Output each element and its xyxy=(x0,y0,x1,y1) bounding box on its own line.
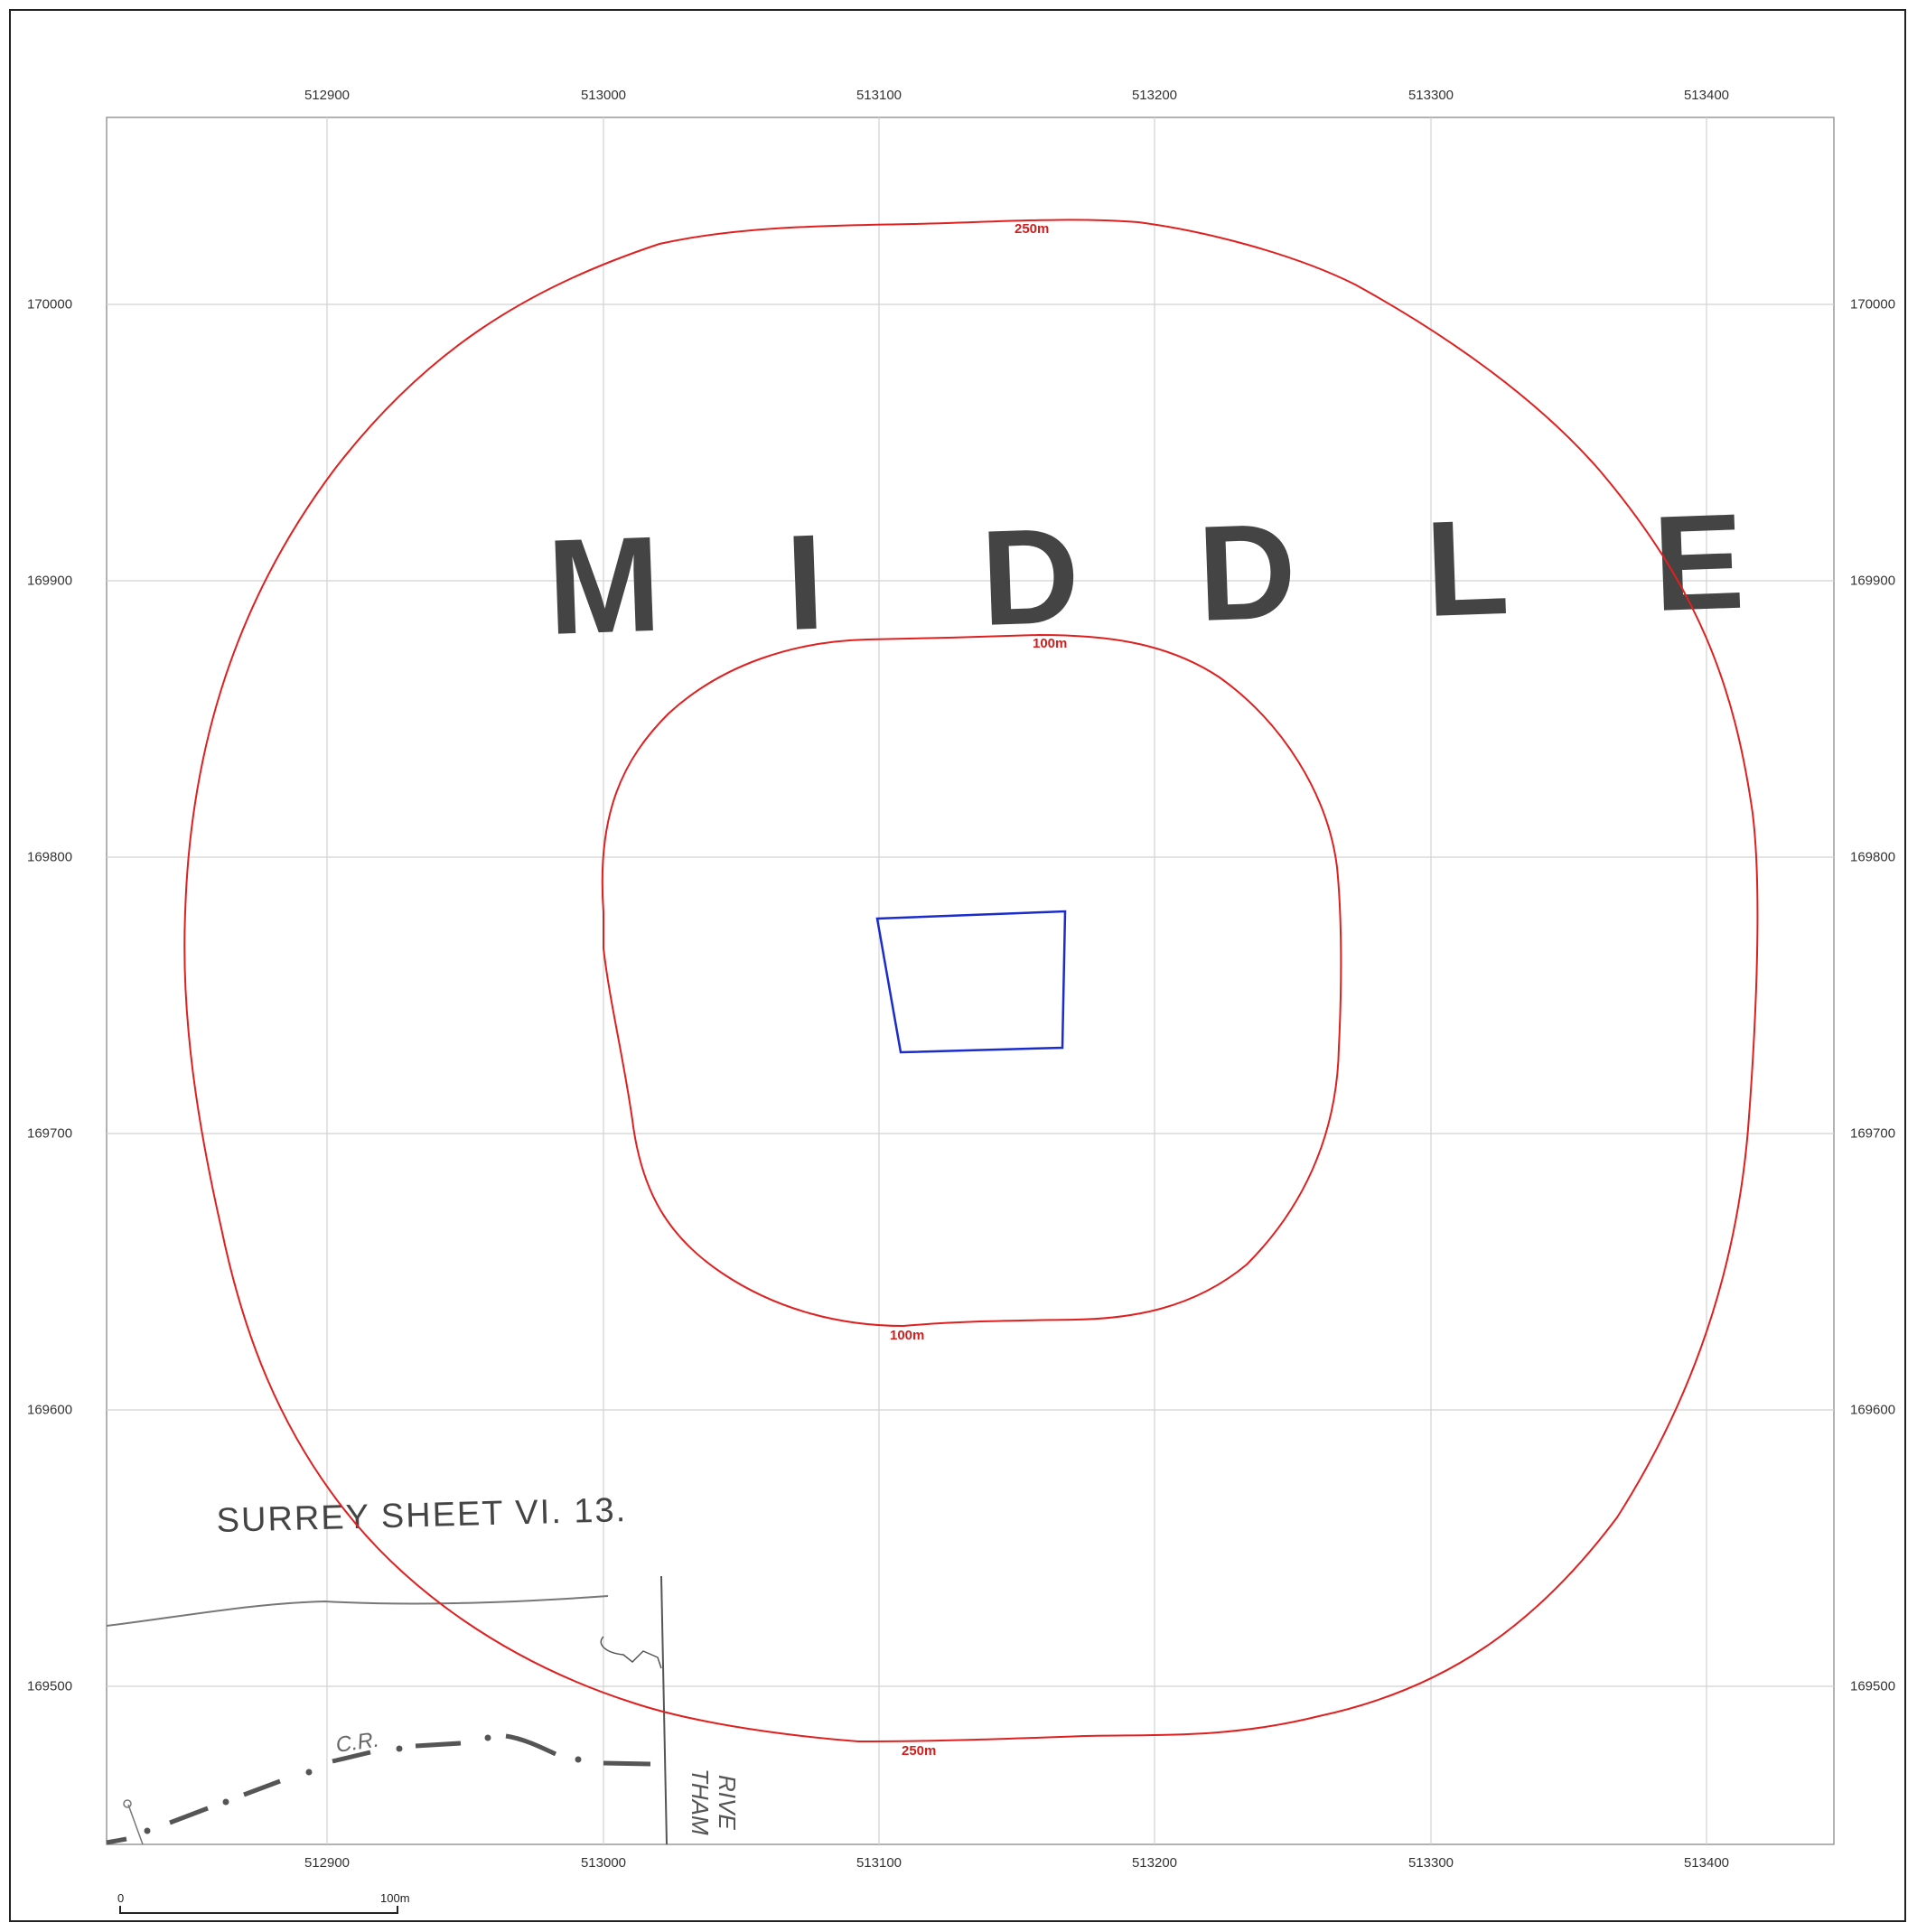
river-label: RIVE THAM xyxy=(687,1769,741,1835)
easting-label-top: 512900 xyxy=(304,88,351,103)
river-label-line1: RIVE xyxy=(714,1775,741,1830)
buffer-labels: 250m 100m 100m 250m xyxy=(890,221,1067,1759)
easting-label-top: 513000 xyxy=(580,88,627,103)
northing-label-right: 170000 xyxy=(1850,296,1896,313)
cr-label: C.R. xyxy=(334,1728,380,1758)
county-boundary-dots xyxy=(144,1734,582,1834)
map-border xyxy=(106,117,1835,1845)
scale-bar-start-label: 0 xyxy=(117,1891,124,1905)
buffer-label-outer-top: 250m xyxy=(1015,221,1049,237)
site-boundary xyxy=(875,910,1067,1054)
road-line xyxy=(106,1595,609,1627)
northing-label-right: 169500 xyxy=(1850,1678,1896,1694)
buffer-100m-outline xyxy=(601,633,1342,1328)
northing-label-right: 169900 xyxy=(1850,573,1896,589)
scale-bar-end-label: 100m xyxy=(380,1891,410,1905)
northing-label-left: 169900 xyxy=(27,573,73,589)
river-label-line2: THAM xyxy=(687,1769,714,1835)
basemap-features xyxy=(106,1575,668,1845)
sheet-label: SURREY SHEET VI. 13. xyxy=(216,1491,628,1540)
easting-label-bottom: 513200 xyxy=(1131,1855,1178,1871)
northing-label-left: 169600 xyxy=(27,1402,73,1418)
middle-letter: M xyxy=(545,508,663,663)
river-bank-line xyxy=(660,1575,668,1845)
scale-bar: 0 100m xyxy=(117,1891,410,1914)
easting-label-top: 513400 xyxy=(1683,88,1730,103)
easting-label-top: 513100 xyxy=(856,88,902,103)
buffer-label-outer-bottom: 250m xyxy=(902,1743,936,1759)
easting-label-bottom: 513300 xyxy=(1407,1855,1454,1871)
northing-label-left: 169800 xyxy=(27,849,73,865)
boundary-post xyxy=(123,1799,144,1845)
northing-label-right: 169700 xyxy=(1850,1125,1896,1142)
grid-lines xyxy=(107,117,1834,1844)
northing-label-right: 169800 xyxy=(1850,849,1896,865)
easting-label-bottom: 513100 xyxy=(856,1855,902,1871)
northing-label-right: 169600 xyxy=(1850,1402,1896,1418)
building-outline xyxy=(600,1636,662,1669)
map-frame xyxy=(9,9,1906,1922)
easting-label-bottom: 513400 xyxy=(1683,1855,1730,1871)
middle-letter: D xyxy=(1195,494,1298,649)
middle-letter: D xyxy=(978,499,1081,654)
middle-label: M I D D L E xyxy=(545,485,1746,663)
northing-label-left: 169500 xyxy=(27,1678,73,1694)
middle-letter: L xyxy=(1423,490,1510,645)
easting-label-top: 513300 xyxy=(1407,88,1454,103)
easting-label-top: 513200 xyxy=(1131,88,1178,103)
northing-label-left: 170000 xyxy=(27,296,73,313)
easting-label-bottom: 512900 xyxy=(304,1855,351,1871)
middle-letter: I xyxy=(783,506,827,658)
northing-label-left: 169700 xyxy=(27,1125,73,1142)
middle-letter: E xyxy=(1650,485,1746,639)
buffer-label-inner-bottom: 100m xyxy=(890,1328,924,1343)
county-boundary xyxy=(106,1733,651,1845)
buffer-250m-outline xyxy=(183,219,1759,1743)
easting-label-bottom: 513000 xyxy=(580,1855,627,1871)
buffer-label-inner-top: 100m xyxy=(1033,636,1067,651)
